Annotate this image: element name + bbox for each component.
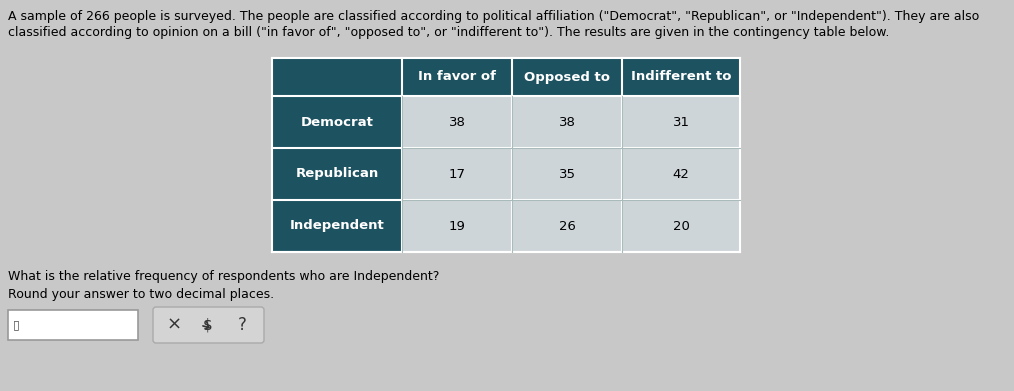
Bar	[272, 96, 402, 148]
FancyBboxPatch shape	[153, 307, 264, 343]
Bar	[8, 310, 138, 340]
Bar	[512, 148, 622, 200]
Text: Opposed to: Opposed to	[524, 70, 610, 84]
Bar	[402, 96, 512, 148]
Bar	[512, 96, 622, 148]
Text: Indifferent to: Indifferent to	[631, 70, 731, 84]
Text: ×: ×	[166, 316, 182, 334]
Text: ?: ?	[237, 316, 246, 334]
Text: Democrat: Democrat	[300, 115, 373, 129]
Text: classified according to opinion on a bill ("in favor of", "opposed to", or "indi: classified according to opinion on a bil…	[8, 26, 889, 39]
Bar	[272, 148, 402, 200]
Text: Independent: Independent	[290, 219, 384, 233]
Text: $: $	[203, 317, 213, 332]
Text: 38: 38	[559, 115, 575, 129]
Text: A sample of 266 people is surveyed. The people are classified according to polit: A sample of 266 people is surveyed. The …	[8, 10, 980, 23]
Bar	[622, 148, 740, 200]
Bar	[402, 148, 512, 200]
Bar	[402, 200, 512, 252]
Text: Round your answer to two decimal places.: Round your answer to two decimal places.	[8, 288, 274, 301]
Text: Republican: Republican	[295, 167, 378, 181]
Bar	[512, 200, 622, 252]
Text: 35: 35	[559, 167, 576, 181]
Bar	[272, 58, 402, 96]
Bar	[272, 200, 402, 252]
Text: 20: 20	[672, 219, 690, 233]
Text: 38: 38	[448, 115, 465, 129]
Bar	[402, 58, 512, 96]
Text: 19: 19	[448, 219, 465, 233]
Bar	[512, 58, 622, 96]
Text: In favor of: In favor of	[418, 70, 496, 84]
Text: 31: 31	[672, 115, 690, 129]
Text: 17: 17	[448, 167, 465, 181]
Text: ▯: ▯	[13, 319, 20, 332]
Text: 42: 42	[672, 167, 690, 181]
Bar	[622, 200, 740, 252]
Text: What is the relative frequency of respondents who are Independent?: What is the relative frequency of respon…	[8, 270, 439, 283]
Text: 26: 26	[559, 219, 575, 233]
Bar	[622, 58, 740, 96]
Bar	[622, 96, 740, 148]
